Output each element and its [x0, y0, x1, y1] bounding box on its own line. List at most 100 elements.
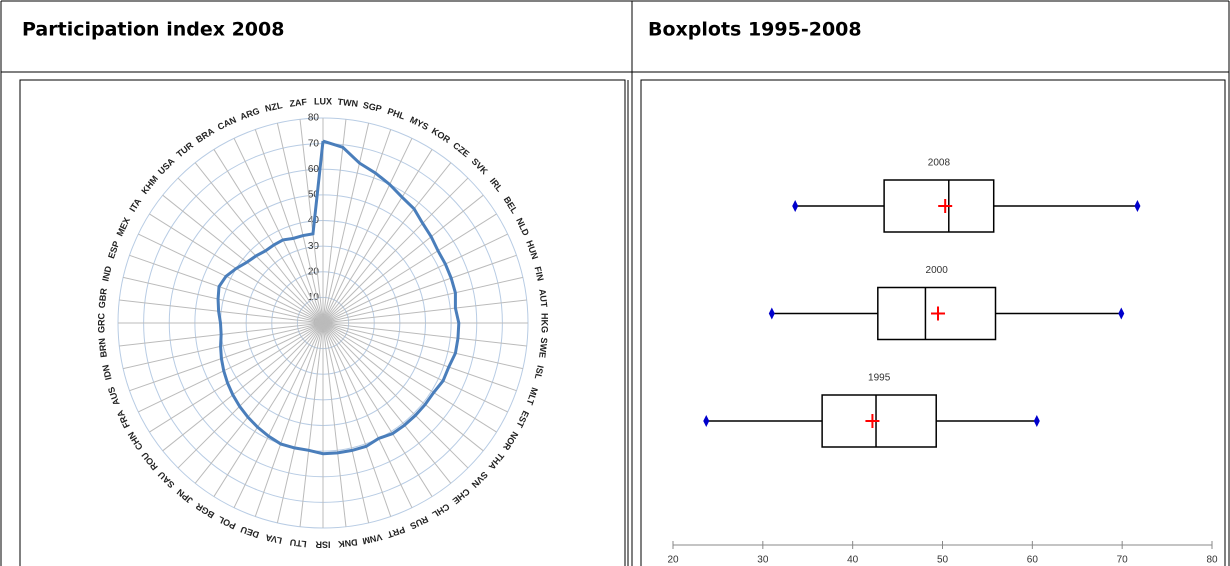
category-label: ISR: [315, 540, 331, 550]
spoke: [322, 177, 469, 324]
category-label: ISL: [533, 364, 546, 380]
spoke: [322, 322, 413, 508]
spoke: [194, 162, 324, 324]
box: [821, 394, 937, 448]
x-tick-label: 30: [757, 555, 769, 566]
category-label: BGR: [194, 501, 217, 520]
whisker-end: [792, 200, 799, 212]
category-label: HUN: [524, 239, 540, 261]
spoke: [322, 322, 484, 452]
spoke: [162, 322, 324, 452]
category-label: SWE: [537, 337, 549, 359]
x-tick-label: 40: [847, 555, 859, 566]
spoke: [322, 119, 347, 324]
spoke: [322, 322, 527, 347]
r-tick-label: 60: [308, 164, 320, 175]
r-tick-label: 80: [308, 113, 320, 124]
category-label: IRL: [488, 176, 505, 194]
box-title: Boxplots 1995-2008: [648, 19, 862, 41]
r-tick-label: 70: [308, 138, 320, 149]
mean: [938, 199, 953, 213]
category-label: POL: [216, 514, 237, 531]
spoke: [322, 213, 497, 324]
spoke: [213, 322, 324, 497]
spoke: [322, 322, 452, 484]
spoke: [123, 322, 324, 370]
category-label: ESP: [106, 240, 121, 260]
x-tick-label: 20: [667, 555, 679, 566]
spoke: [177, 322, 324, 469]
category-label: IND: [100, 265, 113, 283]
category-label: SVN: [470, 470, 490, 490]
spoke: [322, 149, 433, 324]
category-label: CZE: [451, 140, 471, 159]
spoke: [233, 322, 324, 508]
category-label: CAN: [216, 115, 238, 132]
whisker-end: [1134, 200, 1141, 212]
category-label: SGP: [362, 100, 383, 114]
category-label: USA: [156, 156, 177, 177]
spoke: [322, 233, 508, 324]
spoke: [322, 322, 392, 517]
spoke: [322, 129, 392, 324]
category-label: GBR: [97, 287, 109, 308]
category-label: LUX: [314, 96, 332, 106]
category-label: KHM: [139, 174, 160, 196]
whisker-end: [1118, 307, 1125, 320]
whisker-end: [768, 307, 775, 320]
spoke: [322, 322, 433, 497]
category-label: CHL: [430, 502, 451, 521]
category-label: VNM: [361, 532, 383, 546]
category-label: CHE: [451, 486, 472, 506]
right-frame: [640, 79, 1226, 566]
category-label: BEL: [502, 195, 520, 216]
spoke: [162, 194, 324, 324]
spoke: [322, 299, 527, 324]
category-label: CHN: [126, 430, 145, 452]
spoke: [322, 322, 523, 370]
category-label: SAU: [156, 469, 177, 490]
category-label: MLT: [524, 386, 539, 407]
category-label: TWN: [337, 97, 358, 109]
category-label: PRT: [386, 524, 407, 540]
spoke: [299, 119, 324, 324]
category-label: PHL: [386, 106, 407, 122]
spoke: [123, 276, 324, 324]
category-label: HKG: [540, 313, 550, 333]
box: [877, 286, 997, 341]
spoke: [299, 322, 324, 527]
spoke: [233, 138, 324, 324]
spoke: [276, 123, 324, 324]
spoke: [322, 322, 508, 413]
mean: [931, 306, 946, 321]
category-label: TUR: [174, 140, 195, 160]
category-label: NZL: [264, 100, 284, 114]
category-label: RUS: [408, 514, 429, 531]
category-label: ZAF: [289, 97, 308, 109]
spoke: [119, 299, 324, 324]
spoke: [129, 254, 324, 324]
spoke: [254, 129, 324, 324]
category-label: AUT: [537, 288, 549, 308]
spoke: [322, 276, 523, 324]
spoke: [177, 177, 324, 324]
category-label: DEU: [239, 524, 260, 540]
radar-title: Participation index 2008: [22, 19, 284, 41]
spoke: [322, 322, 469, 469]
category-label: EST: [514, 409, 531, 430]
category-label: AUS: [106, 386, 122, 407]
category-label: NLD: [514, 216, 531, 237]
category-label: ITA: [127, 196, 143, 213]
whisker-end: [703, 415, 710, 427]
spoke: [322, 322, 517, 392]
spoke: [322, 254, 517, 324]
category-label: MEX: [115, 216, 132, 238]
category-label: FRA: [115, 408, 132, 429]
spoke: [149, 322, 324, 433]
spoke: [322, 138, 413, 324]
r-tick-label: 50: [308, 190, 320, 201]
category-label: JPN: [175, 487, 195, 506]
x-tick-label: 80: [1206, 555, 1218, 566]
